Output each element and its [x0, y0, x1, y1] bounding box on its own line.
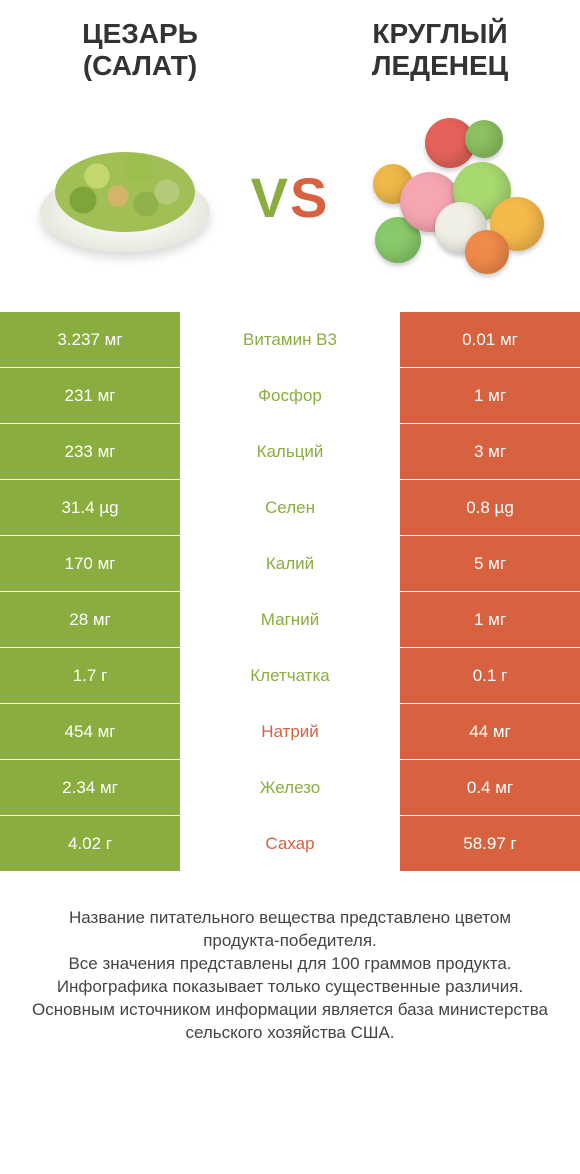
right-title-line1: Круглый [372, 18, 507, 49]
left-value-cell: 231 мг [0, 368, 180, 423]
table-row: 4.02 гСахар58.97 г [0, 816, 580, 872]
candy-icon [465, 230, 509, 274]
right-value-cell: 1 мг [400, 592, 580, 647]
footer-line: Основным источником информации является … [32, 1000, 548, 1042]
left-value-cell: 233 мг [0, 424, 180, 479]
left-value-cell: 170 мг [0, 536, 180, 591]
table-row: 231 мгФосфор1 мг [0, 368, 580, 424]
left-product-title: Цезарь (салат) [30, 18, 250, 82]
header: Цезарь (салат) Круглый леденец [0, 0, 580, 92]
left-title-line1: Цезарь [82, 18, 198, 49]
nutrient-name-cell: Сахар [180, 816, 400, 871]
right-value-cell: 58.97 г [400, 816, 580, 871]
left-value-cell: 1.7 г [0, 648, 180, 703]
images-row: VS [0, 92, 580, 312]
right-value-cell: 1 мг [400, 368, 580, 423]
left-value-cell: 2.34 мг [0, 760, 180, 815]
table-row: 28 мгМагний1 мг [0, 592, 580, 648]
table-row: 233 мгКальций3 мг [0, 424, 580, 480]
nutrient-name-cell: Магний [180, 592, 400, 647]
nutrient-name-cell: Калий [180, 536, 400, 591]
right-value-cell: 0.01 мг [400, 312, 580, 367]
right-value-cell: 0.4 мг [400, 760, 580, 815]
right-value-cell: 0.1 г [400, 648, 580, 703]
table-row: 170 мгКалий5 мг [0, 536, 580, 592]
vs-label: VS [251, 165, 330, 230]
salad-greens-icon [55, 152, 195, 232]
table-row: 31.4 µgСелен0.8 µg [0, 480, 580, 536]
footer-line: Инфографика показывает только существенн… [57, 977, 523, 996]
right-product-title: Круглый леденец [330, 18, 550, 82]
right-value-cell: 44 мг [400, 704, 580, 759]
candy-icon [465, 120, 503, 158]
left-value-cell: 454 мг [0, 704, 180, 759]
nutrient-name-cell: Витамин B3 [180, 312, 400, 367]
table-row: 454 мгНатрий44 мг [0, 704, 580, 760]
vs-v: V [251, 165, 290, 230]
right-value-cell: 3 мг [400, 424, 580, 479]
table-row: 1.7 гКлетчатка0.1 г [0, 648, 580, 704]
left-value-cell: 3.237 мг [0, 312, 180, 367]
left-title-line2: (салат) [83, 50, 197, 81]
salad-image [30, 112, 220, 282]
table-row: 2.34 мгЖелезо0.4 мг [0, 760, 580, 816]
nutrient-name-cell: Натрий [180, 704, 400, 759]
right-value-cell: 5 мг [400, 536, 580, 591]
footer-line: Название питательного вещества представл… [69, 908, 511, 950]
right-title-line2: леденец [372, 50, 508, 81]
footer-notes: Название питательного вещества представл… [0, 872, 580, 1065]
right-value-cell: 0.8 µg [400, 480, 580, 535]
left-value-cell: 4.02 г [0, 816, 180, 871]
nutrient-name-cell: Селен [180, 480, 400, 535]
table-row: 3.237 мгВитамин B30.01 мг [0, 312, 580, 368]
footer-line: Все значения представлены для 100 граммо… [68, 954, 511, 973]
nutrient-name-cell: Железо [180, 760, 400, 815]
nutrient-name-cell: Клетчатка [180, 648, 400, 703]
left-value-cell: 31.4 µg [0, 480, 180, 535]
vs-s: S [290, 165, 329, 230]
left-value-cell: 28 мг [0, 592, 180, 647]
comparison-table: 3.237 мгВитамин B30.01 мг231 мгФосфор1 м… [0, 312, 580, 872]
candy-image [360, 112, 550, 282]
nutrient-name-cell: Фосфор [180, 368, 400, 423]
nutrient-name-cell: Кальций [180, 424, 400, 479]
